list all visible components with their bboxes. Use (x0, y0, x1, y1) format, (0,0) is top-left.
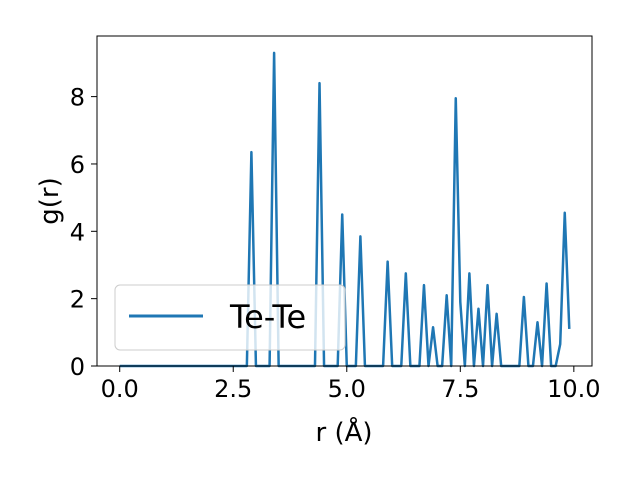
y-tick-label: 6 (70, 151, 85, 179)
x-tick-label: 5.0 (328, 375, 366, 403)
x-tick-label: 0.0 (101, 375, 139, 403)
legend: Te-Te (114, 284, 346, 351)
legend-box (114, 284, 346, 351)
axes-frame (96, 35, 593, 367)
y-tick-label: 2 (70, 286, 85, 314)
y-tick-label: 0 (70, 353, 85, 381)
legend-label-te-te: Te-Te (229, 298, 306, 336)
y-axis-label: g(r) (35, 177, 65, 224)
x-tick-label: 10.0 (547, 375, 600, 403)
x-tick-label: 2.5 (214, 375, 252, 403)
y-tick-label: 8 (70, 84, 85, 112)
y-tick-label: 4 (70, 218, 85, 246)
axes: 0.0 2.5 5.0 7.5 10.0 0 2 4 6 8 (70, 35, 601, 403)
x-tick-label: 7.5 (441, 375, 479, 403)
x-axis-label: r (Å) (315, 416, 372, 448)
